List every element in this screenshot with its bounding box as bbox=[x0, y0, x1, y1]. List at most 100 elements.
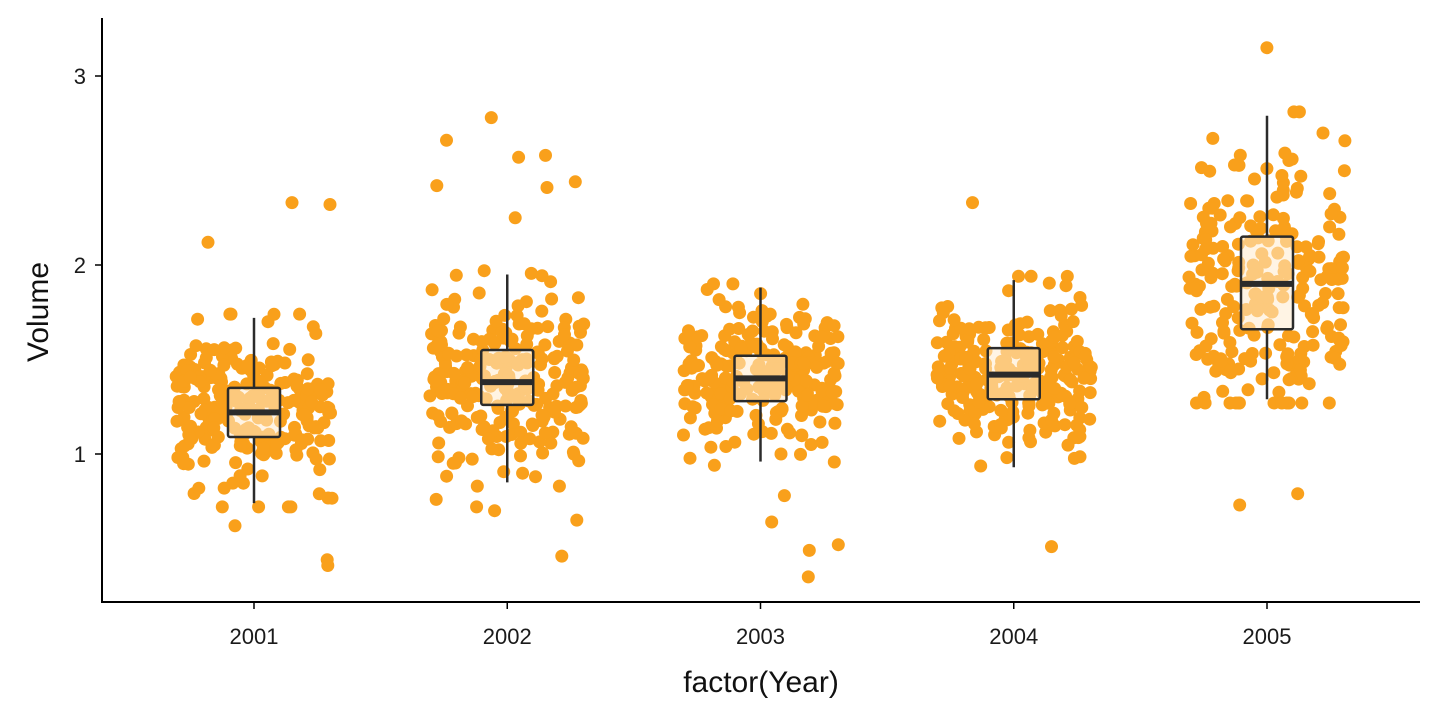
data-point bbox=[1299, 240, 1313, 254]
data-point bbox=[1214, 354, 1228, 368]
data-point bbox=[795, 399, 809, 413]
data-point bbox=[1223, 396, 1237, 410]
data-point bbox=[1220, 292, 1234, 306]
outlier-point bbox=[430, 179, 444, 193]
data-point bbox=[425, 283, 439, 297]
data-point bbox=[1056, 341, 1069, 355]
data-point bbox=[233, 469, 247, 483]
data-point bbox=[1334, 318, 1347, 332]
data-point bbox=[1075, 401, 1089, 414]
data-point bbox=[968, 407, 982, 421]
data-point bbox=[1061, 438, 1075, 452]
data-point bbox=[1267, 366, 1281, 380]
data-point bbox=[523, 432, 537, 446]
data-point bbox=[1199, 233, 1213, 247]
data-point bbox=[437, 312, 451, 326]
data-point bbox=[545, 292, 559, 306]
data-point bbox=[1292, 353, 1306, 367]
data-point bbox=[700, 386, 714, 400]
data-point bbox=[570, 338, 584, 352]
data-point bbox=[270, 437, 284, 451]
outlier-point bbox=[765, 515, 779, 529]
data-point bbox=[707, 458, 721, 472]
data-point bbox=[1200, 216, 1213, 230]
data-point bbox=[481, 432, 495, 446]
data-point bbox=[475, 335, 489, 349]
data-point bbox=[567, 353, 581, 367]
box-2002 bbox=[480, 274, 535, 483]
data-point bbox=[938, 349, 952, 363]
data-point bbox=[1038, 393, 1052, 407]
data-point bbox=[717, 342, 731, 356]
data-point bbox=[1195, 263, 1209, 277]
data-point bbox=[936, 306, 950, 320]
outlier-point bbox=[540, 181, 554, 194]
data-point bbox=[1338, 134, 1352, 148]
data-point bbox=[267, 307, 281, 321]
data-point bbox=[215, 500, 229, 514]
data-point bbox=[951, 407, 965, 420]
data-point bbox=[1073, 411, 1087, 425]
data-point bbox=[572, 319, 586, 333]
outlier-point bbox=[1233, 498, 1247, 512]
x-axis-title: factor(Year) bbox=[683, 666, 839, 699]
outlier-point bbox=[831, 538, 845, 552]
data-point bbox=[1066, 315, 1080, 329]
data-point bbox=[788, 346, 802, 359]
outlier-point bbox=[440, 133, 453, 147]
data-point bbox=[1213, 208, 1227, 222]
data-point bbox=[1207, 299, 1221, 313]
data-point bbox=[799, 374, 813, 388]
x-ticks-layer: 2001 2002 2003 2004 2005 bbox=[230, 602, 1291, 649]
data-point bbox=[293, 307, 307, 321]
data-point bbox=[460, 348, 473, 362]
data-point bbox=[252, 500, 266, 514]
outlier-point bbox=[285, 196, 299, 210]
box-2003 bbox=[733, 287, 788, 462]
data-point bbox=[252, 361, 266, 375]
data-point bbox=[795, 429, 809, 443]
data-point bbox=[548, 366, 562, 379]
data-point bbox=[931, 360, 945, 374]
data-point bbox=[197, 454, 211, 468]
data-point bbox=[447, 366, 461, 380]
data-point bbox=[1332, 227, 1346, 241]
data-point bbox=[283, 342, 297, 356]
data-point bbox=[1240, 194, 1254, 208]
outlier-point bbox=[323, 198, 337, 211]
data-point bbox=[796, 297, 810, 311]
data-point bbox=[552, 479, 566, 493]
boxplot-layer bbox=[226, 115, 1295, 504]
data-point bbox=[573, 398, 587, 412]
data-point bbox=[682, 324, 695, 338]
data-point bbox=[794, 447, 807, 461]
x-tick-label: 2004 bbox=[989, 624, 1038, 649]
data-point bbox=[573, 367, 587, 381]
data-point bbox=[828, 416, 842, 430]
outlier-point bbox=[320, 553, 334, 567]
data-point bbox=[466, 390, 480, 404]
data-point bbox=[1276, 211, 1290, 225]
data-point bbox=[1325, 273, 1339, 286]
data-point bbox=[1071, 431, 1085, 445]
data-point bbox=[1206, 266, 1220, 280]
data-point bbox=[707, 277, 720, 291]
data-point bbox=[1022, 330, 1036, 344]
data-point bbox=[683, 451, 697, 465]
outlier-point bbox=[1045, 540, 1058, 554]
data-point bbox=[535, 352, 549, 366]
data-point bbox=[1280, 350, 1294, 364]
data-point bbox=[313, 383, 327, 396]
data-point bbox=[994, 403, 1008, 417]
data-point bbox=[714, 402, 728, 416]
data-point bbox=[797, 317, 811, 331]
data-point bbox=[287, 393, 301, 407]
data-point bbox=[1335, 251, 1349, 265]
data-point bbox=[240, 358, 254, 372]
data-point bbox=[445, 407, 459, 421]
data-point bbox=[1306, 325, 1320, 339]
data-point bbox=[1186, 238, 1200, 252]
data-point bbox=[1253, 210, 1267, 224]
data-point bbox=[1189, 348, 1203, 361]
